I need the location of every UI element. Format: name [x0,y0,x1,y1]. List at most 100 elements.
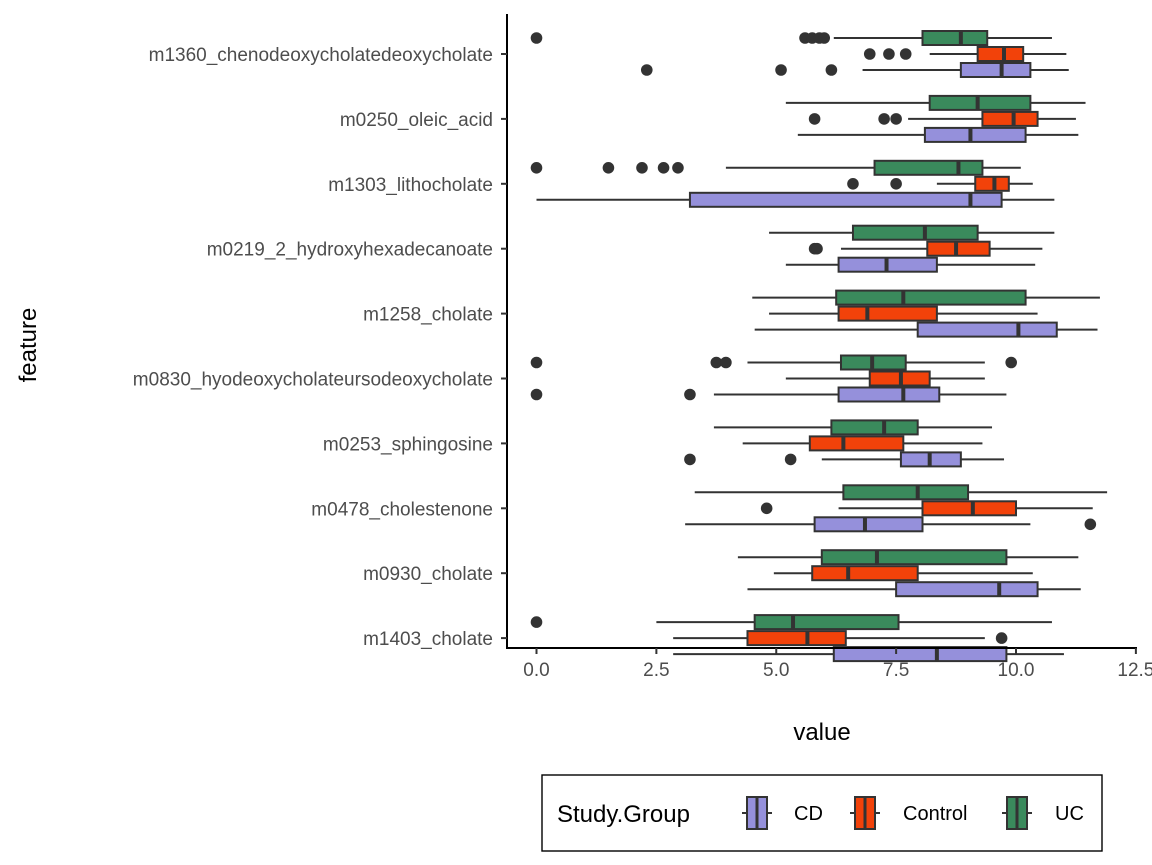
y-tick-label: m1360_chenodeoxycholatedeoxycholate [149,45,493,66]
y-tick-label: m0253_sphingosine [323,434,493,455]
box-body [837,386,941,403]
box-body [928,94,1032,111]
x-axis-title: value [793,719,850,746]
x-tick-label: 7.5 [883,660,909,681]
y-axis-title: feature [15,308,42,383]
box-body [753,614,900,631]
box-control-6 [742,435,983,452]
box-body [820,549,1008,566]
box-body [832,646,1008,663]
box-body [688,191,1003,208]
outlier-point [636,162,648,174]
x-tick-label: 2.5 [643,660,669,681]
box-body [921,30,989,46]
outlier-point [883,48,895,60]
outlier-point [672,162,684,174]
box-body [837,305,938,322]
box-uc-8 [737,549,1079,566]
x-tick-label: 12.5 [1117,660,1152,681]
outlier-point [890,178,902,190]
legend-keys: CD Control UC [742,796,1084,830]
box-body [851,224,979,241]
outlier-point [530,32,543,44]
y-tick-label: m0219_2_hydroxyhexadecanoate [207,240,493,261]
outlier-point [995,632,1008,644]
outlier-point [657,162,670,174]
box-body [808,435,905,452]
outlier-point [530,356,543,369]
box-control-0 [863,46,1067,62]
box-body [830,419,919,436]
outlier-point [1084,518,1097,531]
x-tick-label: 5.0 [763,660,789,681]
outlier-point [602,162,615,174]
box-body [813,516,924,533]
box-control-1 [808,110,1076,127]
box-uc-5 [530,354,1018,371]
outlier-point [825,64,838,76]
outlier-point [784,453,797,466]
box-cd-6 [684,451,1005,468]
box-body [926,240,991,257]
y-tick-label: m0930_cholate [363,564,493,585]
box-uc-0 [530,30,1052,46]
box-cd-0 [640,62,1069,78]
legend-key-cd [742,796,772,830]
x-tick-label: 10.0 [998,660,1035,681]
box-control-4 [769,305,1038,322]
box-body [746,630,847,647]
box-body [921,500,1017,517]
box-body [873,159,984,176]
box-control-9 [673,630,1008,647]
box-cd-3 [785,256,1036,273]
legend-label-uc: UC [1055,803,1084,825]
box-control-2 [847,175,1033,192]
box-control-5 [785,370,985,387]
outlier-point [811,242,823,255]
outlier-point [899,48,912,60]
outlier-point [760,502,773,515]
legend-label-cd: CD [794,803,823,825]
y-tick-label: m0478_cholestenone [311,499,493,520]
y-tick-label: m1258_cholate [363,305,493,326]
y-tick-label: m0250_oleic_acid [340,110,493,131]
legend-key-uc [1002,796,1032,830]
box-body [842,484,970,501]
outlier-point [640,64,653,76]
y-tick-label: m1403_cholate [363,629,493,650]
box-uc-6 [713,419,993,436]
outlier-point [530,388,543,401]
axes: 0.0 2.5 5.0 7.5 10.0 12.5 m1360_chenodeoxychol… [133,14,1152,681]
outlier-point [775,64,787,76]
box-body [974,175,1010,192]
box-body [959,62,1032,78]
box-uc-3 [769,224,1055,241]
outlier-point [530,162,543,174]
legend: Study.Group CD Control UC [541,774,1103,852]
box-uc-4 [752,289,1100,306]
box-cd-2 [536,191,1055,208]
outlier-point [710,356,723,369]
outlier-point [684,388,696,401]
box-control-7 [760,500,1093,517]
outlier-point [720,356,732,369]
y-tick-label: m1303_lithocholate [328,175,493,196]
box-cd-9 [673,646,1064,663]
box-uc-9 [530,614,1052,631]
legend-key-control [850,796,880,830]
box-uc-1 [785,94,1086,111]
outlier-point [808,113,821,125]
box-cd-1 [797,126,1079,143]
box-body [923,126,1027,143]
box-cd-5 [530,386,1007,403]
box-cd-8 [747,581,1081,598]
plot-area [530,30,1108,663]
box-body [895,581,1039,598]
box-body [976,46,1025,62]
box-uc-7 [694,484,1108,501]
outlier-point [1005,356,1018,369]
outlier-point [863,48,876,60]
outlier-point [890,113,902,125]
x-tick-label: 0.0 [523,660,549,681]
